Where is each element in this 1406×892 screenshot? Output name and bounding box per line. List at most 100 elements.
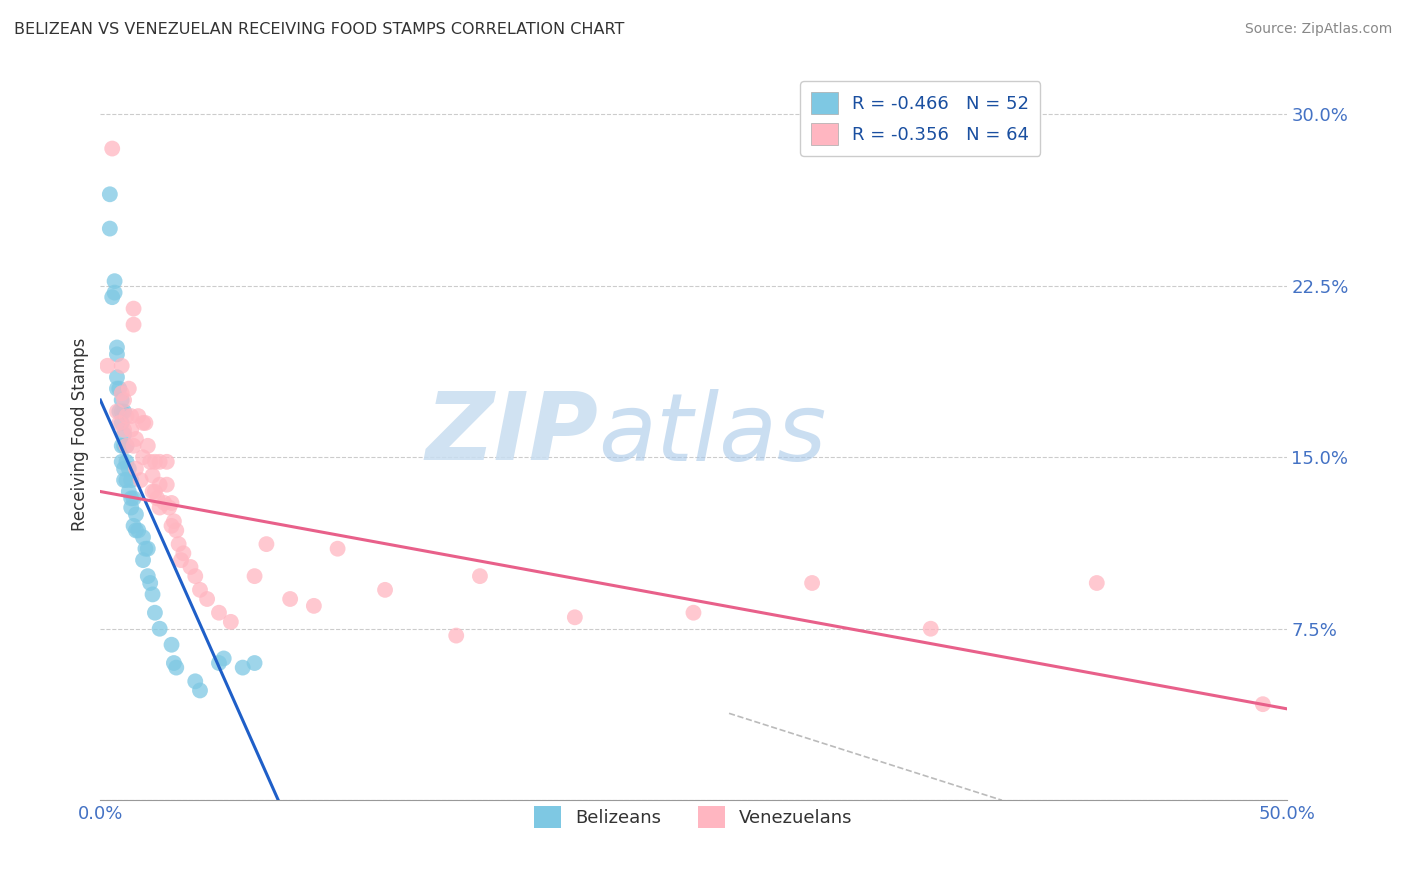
Point: [111, 455, 134, 469]
Point: [118, 461, 141, 475]
Point: [188, 582, 211, 597]
Point: [564, 610, 586, 624]
Point: [153, 496, 176, 510]
Point: [149, 622, 172, 636]
Point: [120, 500, 142, 515]
Point: [103, 274, 125, 288]
Point: [115, 455, 138, 469]
Text: ZIP: ZIP: [426, 388, 599, 481]
Point: [98, 187, 121, 202]
Point: [108, 382, 131, 396]
Point: [132, 553, 155, 567]
Point: [136, 569, 159, 583]
Point: [122, 301, 145, 316]
Point: [157, 500, 180, 515]
Point: [444, 629, 467, 643]
Point: [243, 569, 266, 583]
Point: [127, 524, 149, 538]
Point: [139, 455, 162, 469]
Point: [136, 541, 159, 556]
Point: [149, 500, 172, 515]
Point: [212, 651, 235, 665]
Point: [96, 359, 118, 373]
Point: [105, 341, 128, 355]
Point: [122, 491, 145, 506]
Point: [160, 638, 183, 652]
Point: [101, 142, 124, 156]
Point: [132, 416, 155, 430]
Point: [103, 285, 125, 300]
Point: [134, 541, 156, 556]
Point: [112, 393, 135, 408]
Point: [184, 674, 207, 689]
Point: [125, 432, 148, 446]
Point: [105, 404, 128, 418]
Point: [243, 656, 266, 670]
Point: [278, 592, 301, 607]
Point: [120, 423, 142, 437]
Point: [111, 359, 134, 373]
Point: [208, 656, 231, 670]
Point: [156, 455, 179, 469]
Point: [111, 393, 134, 408]
Point: [146, 491, 169, 506]
Point: [125, 524, 148, 538]
Point: [129, 473, 152, 487]
Point: [1085, 576, 1108, 591]
Point: [125, 508, 148, 522]
Point: [115, 439, 138, 453]
Point: [120, 473, 142, 487]
Point: [163, 514, 186, 528]
Point: [326, 541, 349, 556]
Point: [179, 560, 201, 574]
Point: [132, 450, 155, 465]
Point: [165, 660, 187, 674]
Point: [139, 576, 162, 591]
Point: [141, 587, 163, 601]
Point: [105, 347, 128, 361]
Point: [125, 461, 148, 475]
Text: atlas: atlas: [599, 389, 827, 480]
Text: Source: ZipAtlas.com: Source: ZipAtlas.com: [1244, 22, 1392, 37]
Point: [112, 439, 135, 453]
Point: [160, 518, 183, 533]
Point: [115, 439, 138, 453]
Point: [160, 496, 183, 510]
Point: [111, 386, 134, 401]
Point: [163, 656, 186, 670]
Point: [112, 473, 135, 487]
Point: [149, 455, 172, 469]
Point: [115, 473, 138, 487]
Point: [108, 404, 131, 418]
Point: [165, 524, 187, 538]
Point: [143, 606, 166, 620]
Point: [682, 606, 704, 620]
Point: [232, 660, 254, 674]
Point: [111, 416, 134, 430]
Point: [105, 370, 128, 384]
Point: [111, 404, 134, 418]
Point: [112, 404, 135, 418]
Point: [302, 599, 325, 613]
Point: [374, 582, 396, 597]
Point: [118, 484, 141, 499]
Point: [170, 553, 193, 567]
Text: BELIZEAN VS VENEZUELAN RECEIVING FOOD STAMPS CORRELATION CHART: BELIZEAN VS VENEZUELAN RECEIVING FOOD ST…: [14, 22, 624, 37]
Y-axis label: Receiving Food Stamps: Receiving Food Stamps: [72, 338, 89, 531]
Point: [1251, 697, 1274, 711]
Point: [920, 622, 942, 636]
Point: [136, 439, 159, 453]
Point: [120, 409, 142, 423]
Point: [172, 546, 194, 560]
Point: [167, 537, 190, 551]
Point: [184, 569, 207, 583]
Point: [801, 576, 824, 591]
Point: [468, 569, 491, 583]
Point: [122, 318, 145, 332]
Point: [141, 484, 163, 499]
Point: [122, 439, 145, 453]
Point: [112, 427, 135, 442]
Point: [254, 537, 277, 551]
Point: [219, 615, 242, 629]
Point: [141, 468, 163, 483]
